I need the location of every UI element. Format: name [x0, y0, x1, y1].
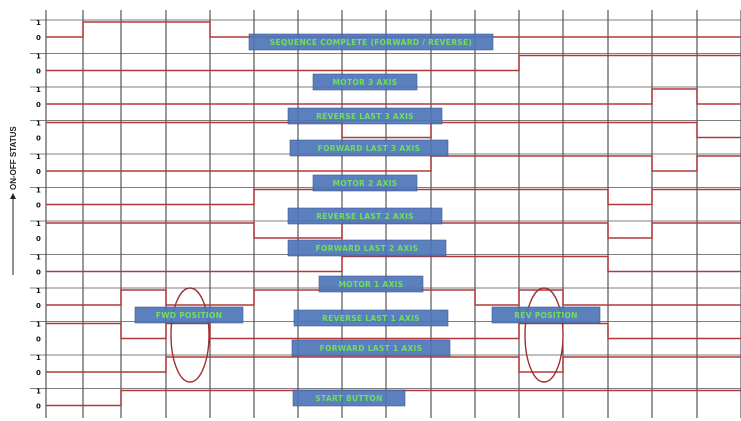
signal-label: REVERSE LAST 2 AXIS [287, 207, 443, 225]
level-high-tick: 1 [36, 53, 41, 61]
label-box [287, 107, 443, 125]
signal-trace [46, 389, 741, 407]
y-axis: ON-OFF STATUS [9, 126, 18, 275]
level-high-tick: 1 [36, 187, 41, 195]
level-low-tick: 0 [36, 168, 41, 176]
level-high-tick: 1 [36, 19, 41, 27]
signal-label: MOTOR 1 AXIS [318, 275, 424, 293]
label-box [312, 174, 418, 192]
signal-trace [46, 322, 741, 340]
level-high-tick: 1 [36, 86, 41, 94]
label-box [292, 389, 406, 407]
level-low-tick: 0 [36, 34, 41, 42]
signal-label: FORWARD LAST 1 AXIS [291, 339, 451, 357]
level-low-tick: 0 [36, 336, 41, 344]
level-high-tick: 1 [36, 254, 41, 262]
annotation-box [491, 306, 601, 324]
position-ellipses [170, 287, 564, 383]
signal-label-text: MOTOR 3 AXIS [333, 78, 398, 87]
level-low-tick: 0 [36, 202, 41, 210]
position-annotations: FWD POSITION REV POSITION [134, 306, 601, 324]
level-high-tick: 1 [36, 220, 41, 228]
annotation-box [134, 306, 244, 324]
level-high-tick: 1 [36, 287, 41, 295]
annotation-text: FWD POSITION [156, 311, 222, 320]
annotation-text: REV POSITION [514, 311, 578, 320]
label-box [287, 239, 447, 257]
signal-label-text: MOTOR 1 AXIS [339, 280, 404, 289]
signal-label-text: SEQUENCE COMPLETE (FORWARD / REVERSE) [270, 38, 472, 47]
level-low-tick: 0 [36, 302, 41, 310]
rev-position-ellipse [524, 287, 564, 383]
fwd-position-ellipse [170, 287, 210, 383]
label-box [293, 309, 449, 327]
level-high-tick: 1 [36, 153, 41, 161]
signal-labels: SEQUENCE COMPLETE (FORWARD / REVERSE) MOT… [248, 33, 494, 407]
signal-label-text: START BUTTON [315, 394, 382, 403]
signal-label-text: MOTOR 2 AXIS [333, 179, 398, 188]
level-high-tick: 1 [36, 120, 41, 128]
signal-label: START BUTTON [292, 389, 406, 407]
signal-trace [46, 356, 741, 373]
level-low-tick: 0 [36, 68, 41, 76]
signal-label: MOTOR 2 AXIS [312, 174, 418, 192]
signal-label-text: FORWARD LAST 3 AXIS [318, 144, 421, 153]
signal-label: MOTOR 3 AXIS [312, 73, 418, 91]
signal-label-text: FORWARD LAST 2 AXIS [316, 244, 419, 253]
signal-trace [46, 121, 741, 139]
level-low-tick: 0 [36, 235, 41, 243]
signal-trace [46, 188, 741, 206]
signal-label: REVERSE LAST 1 AXIS [293, 309, 449, 327]
signal-label-text: REVERSE LAST 3 AXIS [316, 112, 414, 121]
signal-label: REVERSE LAST 3 AXIS [287, 107, 443, 125]
label-box [287, 207, 443, 225]
position-annotation: REV POSITION [491, 306, 601, 324]
signal-trace [46, 54, 741, 72]
signal-trace [46, 155, 741, 172]
level-high-tick: 1 [36, 354, 41, 362]
level-ticks: 1 0 1 0 1 0 1 0 1 0 1 0 1 0 1 0 1 0 1 0 1 0 1 0 [36, 19, 41, 411]
signal-label: FORWARD LAST 3 AXIS [289, 139, 449, 157]
position-annotation: FWD POSITION [134, 306, 244, 324]
signal-label: SEQUENCE COMPLETE (FORWARD / REVERSE) [248, 33, 494, 51]
signal-label-text: FORWARD LAST 1 AXIS [320, 344, 423, 353]
level-low-tick: 0 [36, 269, 41, 277]
signal-trace [46, 88, 741, 105]
signal-label: FORWARD LAST 2 AXIS [287, 239, 447, 257]
signal-label-text: REVERSE LAST 2 AXIS [316, 212, 414, 221]
label-box [248, 33, 494, 51]
level-low-tick: 0 [36, 135, 41, 143]
y-axis-label: ON-OFF STATUS [9, 126, 18, 190]
level-low-tick: 0 [36, 403, 41, 411]
signal-trace [46, 222, 741, 239]
level-high-tick: 1 [36, 388, 41, 396]
signal-label-text: REVERSE LAST 1 AXIS [322, 314, 420, 323]
level-low-tick: 0 [36, 369, 41, 377]
signal-trace [46, 255, 741, 273]
level-high-tick: 1 [36, 321, 41, 329]
label-box [312, 73, 418, 91]
label-box [289, 139, 449, 157]
label-box [318, 275, 424, 293]
level-low-tick: 0 [36, 101, 41, 109]
y-axis-arrowhead [10, 193, 16, 199]
label-box [291, 339, 451, 357]
